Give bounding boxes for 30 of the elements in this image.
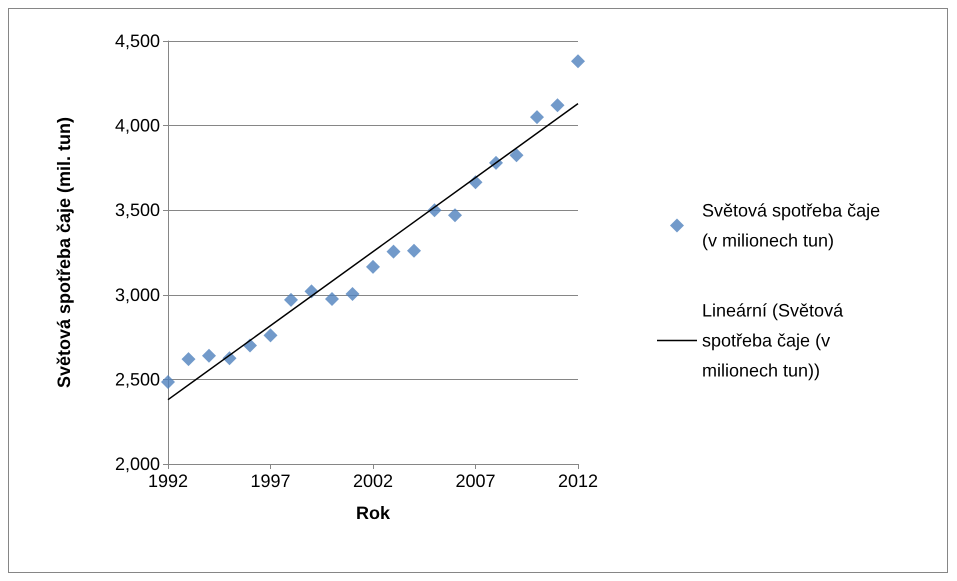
point — [202, 348, 216, 363]
point — [407, 244, 421, 258]
point — [161, 374, 175, 389]
point — [182, 352, 196, 366]
point — [448, 208, 462, 222]
x-tick-label: 2012 — [558, 471, 598, 491]
point — [366, 260, 380, 274]
point — [386, 244, 400, 259]
x-tick-label: 1992 — [148, 471, 188, 491]
y-tick-label: 2,000 — [114, 454, 160, 474]
legend-label: Lineární (Světová spotřeba čaje (v milionech tun)) — [702, 300, 848, 380]
point — [571, 54, 585, 68]
y-tick-label: 3,000 — [114, 284, 160, 305]
y-axis-title: Světová spotřeba čaje (mil. tun) — [54, 116, 74, 388]
x-tick-label: 2002 — [352, 471, 394, 491]
point — [264, 328, 278, 342]
point — [325, 292, 339, 306]
x-tick-label: 1997 — [250, 471, 291, 491]
x-tick-label: 2007 — [455, 471, 496, 491]
point — [284, 292, 298, 307]
point — [346, 286, 360, 301]
x-axis-title: Rok — [356, 503, 391, 523]
y-tick-label: 2,500 — [114, 369, 160, 390]
point — [550, 98, 564, 112]
y-tick-label: 4,500 — [114, 31, 160, 51]
point — [530, 110, 544, 124]
y-tick-label: 4,000 — [114, 116, 160, 136]
legend-label: Světová spotřeba čaje (v milionech tun) — [702, 200, 886, 250]
y-tick-label: 3,500 — [114, 200, 160, 220]
point — [510, 148, 524, 162]
